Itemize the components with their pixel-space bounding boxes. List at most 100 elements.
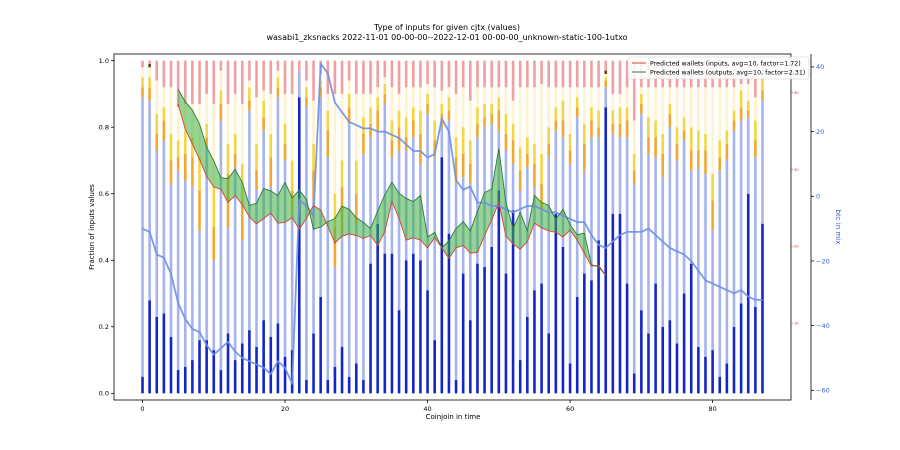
bar-orange-segment <box>169 160 173 184</box>
bar-orange-segment <box>732 120 736 131</box>
bar-pink-segment <box>561 60 565 88</box>
bar-cream-segment <box>290 93 294 161</box>
bar-yellow-segment <box>390 120 394 141</box>
bar-pink-segment <box>233 60 237 94</box>
bar-cream-segment <box>447 87 451 98</box>
bar-light-blue-segment <box>433 157 436 341</box>
bar-light-blue-segment <box>590 137 593 281</box>
bar-orange-segment <box>533 163 536 188</box>
bar-bottom-segment <box>141 376 144 394</box>
bar-bottom-segment <box>240 343 244 394</box>
bar-cream-segment <box>739 83 743 91</box>
bar-orange-segment <box>269 157 273 188</box>
bar-pink-segment <box>305 60 308 81</box>
bar-light-blue-segment <box>354 223 358 364</box>
bar-yellow-segment <box>547 127 551 144</box>
bar-cream-segment <box>497 87 501 98</box>
bar-yellow-segment <box>354 160 358 194</box>
axes <box>113 53 812 401</box>
bar-orange-segment <box>419 133 422 164</box>
y-tick-label: 0.6 <box>99 190 109 198</box>
bar-cream-segment <box>476 87 479 108</box>
bar-cream-segment <box>148 67 151 78</box>
bar-yellow-segment <box>148 77 151 88</box>
bar-light-blue-segment <box>269 187 273 337</box>
bar-bottom-segment <box>497 190 501 394</box>
bar-cream-segment <box>725 87 729 131</box>
bar-orange-segment <box>476 123 479 138</box>
bar-yellow-segment <box>725 130 729 144</box>
bar-bottom-segment <box>369 263 372 394</box>
bar-light-blue-segment <box>518 190 522 361</box>
bar-pink-segment <box>504 60 508 88</box>
bar-pink-segment <box>226 60 230 104</box>
bar-cream-segment <box>689 87 693 128</box>
bar-pink-segment <box>162 60 166 88</box>
bar-light-blue-segment <box>376 130 379 224</box>
bar-cream-segment <box>568 87 572 134</box>
bar-bottom-segment <box>526 316 529 394</box>
bar-orange-segment <box>383 93 387 104</box>
bar-yellow-segment <box>319 80 322 88</box>
bar-bottom-segment <box>340 346 344 394</box>
legend: Predicted wallets (inputs, avg=10, facto… <box>627 56 810 80</box>
bar-pink-segment <box>404 60 408 88</box>
bar-pink-segment <box>205 60 208 94</box>
bar-yellow-segment <box>397 110 401 128</box>
bar-cream-segment <box>511 100 515 124</box>
bar-orange-segment <box>376 110 379 131</box>
bar-pink-segment <box>155 60 159 81</box>
x-tick-label: 40 <box>423 405 431 413</box>
bar-orange-segment <box>276 87 280 98</box>
bar-pink-segment <box>148 60 151 64</box>
bar-orange-segment <box>319 87 322 98</box>
bar-yellow-segment <box>440 103 444 114</box>
bar-cream-segment <box>333 93 337 194</box>
bar-orange-segment <box>675 143 679 161</box>
bar-light-blue-segment <box>561 137 565 247</box>
bar-bottom-segment <box>269 336 273 394</box>
bar-bottom-segment <box>647 333 650 394</box>
bar-pink-segment <box>590 60 593 88</box>
plot-frame <box>113 53 792 401</box>
bar-cream-segment <box>248 80 251 88</box>
bar-light-blue-segment <box>554 130 558 214</box>
y3-tick-label: 20 <box>794 245 798 249</box>
bar-yellow-segment <box>248 87 251 101</box>
bar-light-blue-segment <box>654 157 657 284</box>
bar-pink-segment <box>219 60 223 71</box>
bar-bottom-segment <box>483 266 486 394</box>
bar-bottom-segment <box>433 340 436 394</box>
bar-light-blue-segment <box>547 157 551 334</box>
bar-pink-segment <box>390 60 394 88</box>
bar-cream-segment <box>746 83 750 101</box>
bar-cream-segment <box>347 80 351 94</box>
bar-yellow-segment <box>526 137 529 154</box>
bar-orange-segment <box>469 163 472 184</box>
bar-bottom-segment <box>262 320 265 394</box>
bar-orange-segment <box>497 110 501 131</box>
bar-cream-segment <box>269 93 273 134</box>
outputs-wallets-line <box>177 89 607 276</box>
bar-light-blue-segment <box>682 140 686 294</box>
bar-orange-segment <box>711 200 714 231</box>
y3-tick-label: 40 <box>794 91 798 95</box>
bar-light-blue-segment <box>397 150 401 311</box>
bar-light-blue-segment <box>383 103 387 254</box>
bar-yellow-segment <box>718 140 722 158</box>
bar-yellow-segment <box>761 77 764 91</box>
bar-yellow-segment <box>447 97 451 111</box>
bar-orange-segment <box>597 127 600 138</box>
bar-orange-segment <box>283 143 287 161</box>
bar-light-blue-segment <box>597 137 600 241</box>
bar-cream-segment <box>454 93 458 138</box>
bar-pink-segment <box>469 60 472 101</box>
bar-cream-segment <box>632 120 636 154</box>
bar-orange-segment <box>141 87 144 98</box>
bar-cream-segment <box>611 93 615 111</box>
bar-yellow-segment <box>347 93 351 108</box>
bar-pink-segment <box>533 60 536 88</box>
bar-bottom-segment <box>533 290 536 394</box>
bar-orange-segment <box>625 120 629 138</box>
bar-yellow-segment <box>732 110 736 121</box>
